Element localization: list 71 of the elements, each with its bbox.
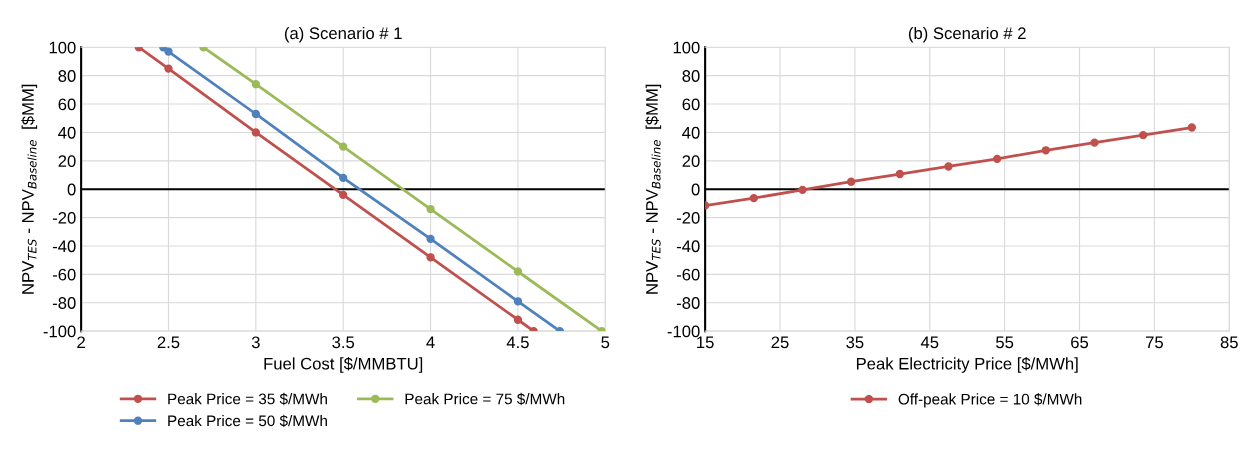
- y-tick-label: 100: [49, 41, 76, 54]
- point: [513, 315, 523, 324]
- x-tick-label: 35: [846, 336, 864, 349]
- y-axis-title: NPV$_{TES}$ - NPV$_{Baseline}$ [$MM]: [645, 84, 662, 294]
- point: [513, 267, 523, 276]
- y-tick-label: -20: [52, 211, 76, 224]
- y-tick-label: 20: [58, 155, 76, 168]
- legend-label: Peak Price = 75 $/MWh: [405, 392, 565, 406]
- legend-label: Off-peak Price = 10 $/MWh: [898, 393, 1082, 408]
- point: [164, 64, 173, 73]
- x-tick-label: 2.5: [157, 336, 180, 349]
- y-tick-label: -60: [52, 268, 76, 281]
- point: [513, 297, 523, 306]
- y-tick-label: 100: [673, 41, 700, 54]
- y-tick-label: -100: [667, 325, 700, 338]
- legend-label: Peak Price = 50 $/MWh: [168, 414, 327, 428]
- legend-label: Peak Price = 35 $/MWh: [168, 392, 327, 406]
- chart-title: (b) Scenario # 2: [908, 26, 1026, 43]
- y-tick-label: 40: [682, 126, 700, 139]
- point: [251, 80, 261, 89]
- x-tick-label: 15: [697, 336, 714, 349]
- x-tick-label: 65: [1071, 336, 1089, 349]
- point: [1090, 138, 1099, 147]
- point: [426, 234, 435, 244]
- point: [1041, 146, 1050, 155]
- y-tick-label: -20: [676, 211, 700, 224]
- point: [749, 193, 758, 203]
- point: [1139, 130, 1148, 140]
- x-tick-label: 45: [920, 336, 939, 349]
- y-tick-label: 20: [682, 155, 700, 168]
- point: [251, 109, 261, 119]
- point: [846, 177, 856, 186]
- x-tick-label: 3: [251, 336, 260, 349]
- x-tick-label: 85: [1220, 336, 1238, 349]
- x-tick-label: 4: [426, 336, 435, 349]
- y-tick-label: 0: [67, 183, 76, 196]
- point: [992, 154, 1002, 164]
- point: [339, 173, 348, 183]
- y-tick-label: -80: [52, 297, 76, 309]
- x-tick-label: 2: [77, 336, 85, 349]
- x-tick-label: 3.5: [332, 336, 355, 349]
- point: [339, 190, 348, 200]
- point: [1187, 123, 1197, 132]
- y-tick-label: 80: [682, 70, 700, 82]
- y-tick-label: -100: [43, 325, 76, 338]
- point: [798, 185, 807, 195]
- point: [164, 47, 173, 56]
- x-axis-title: Peak Electricity Price [$/MWh]: [856, 357, 1078, 373]
- x-tick-label: 75: [1145, 336, 1163, 349]
- y-tick-label: 0: [691, 183, 700, 196]
- chart-title: (a) Scenario # 1: [284, 26, 402, 43]
- x-tick-label: 55: [996, 336, 1014, 349]
- x-axis-title: Fuel Cost [$/MMBTU]: [264, 357, 423, 373]
- point: [251, 128, 261, 137]
- y-axis-title: NPV$_{TES}$ - NPV$_{Baseline}$ [$MM]: [21, 84, 38, 294]
- y-tick-label: 60: [58, 98, 76, 111]
- x-tick-label: 5: [601, 336, 610, 349]
- y-tick-label: -40: [676, 240, 700, 253]
- y-tick-label: -60: [676, 268, 700, 281]
- x-tick-label: 4.5: [506, 336, 529, 349]
- y-tick-label: 60: [682, 98, 700, 111]
- y-tick-label: 40: [58, 126, 76, 139]
- point: [339, 142, 348, 151]
- x-tick-label: 25: [771, 336, 789, 349]
- point: [944, 162, 953, 171]
- point: [426, 253, 435, 262]
- point: [426, 204, 435, 214]
- y-tick-label: 80: [58, 70, 76, 82]
- point: [895, 169, 904, 179]
- y-tick-label: -80: [676, 297, 700, 309]
- y-tick-label: -40: [52, 240, 76, 253]
